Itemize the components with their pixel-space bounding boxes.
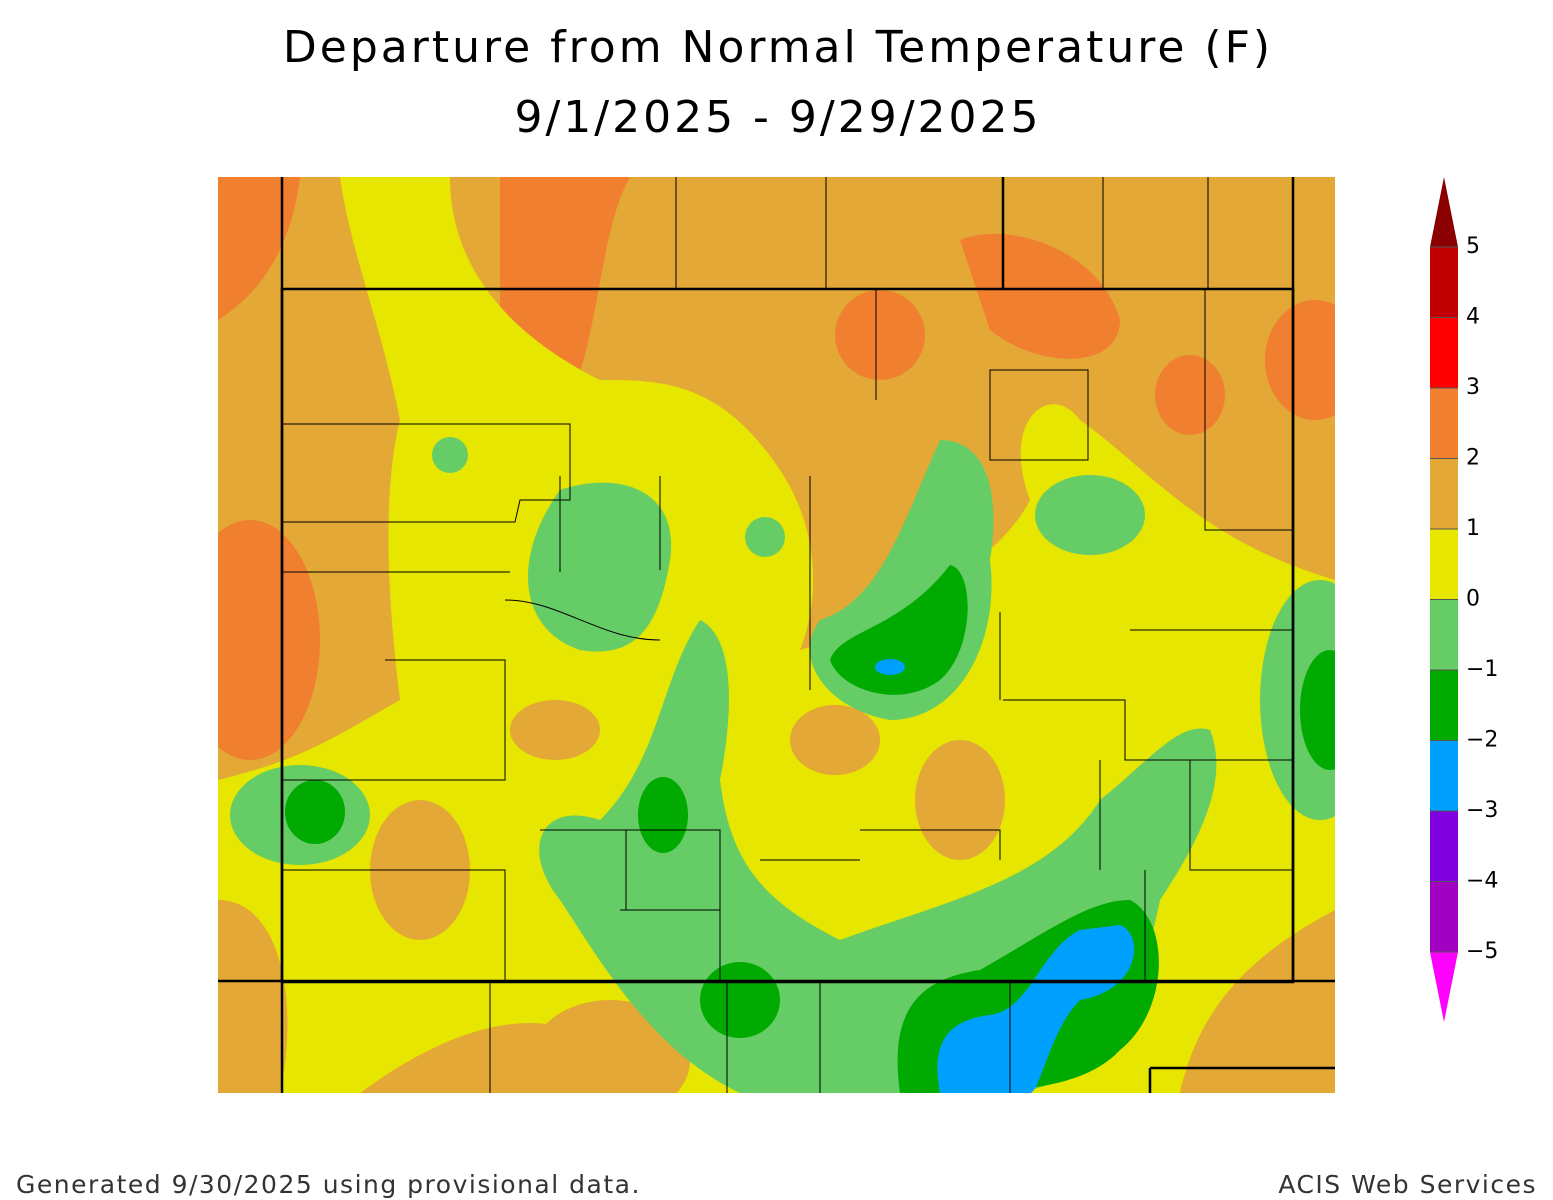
legend-swatch xyxy=(1430,740,1458,811)
legend-label: 0 xyxy=(1466,587,1480,612)
legend-swatch xyxy=(1430,670,1458,741)
legend-label: 1 xyxy=(1466,516,1480,541)
legend-swatch xyxy=(1430,458,1458,529)
legend-label: 3 xyxy=(1466,375,1480,400)
legend-label: −4 xyxy=(1466,869,1498,894)
legend-swatch xyxy=(1430,177,1458,247)
legend-swatch xyxy=(1430,599,1458,670)
legend-swatch xyxy=(1430,388,1458,459)
legend-label: 2 xyxy=(1466,446,1480,471)
footer-left: Generated 9/30/2025 using provisional da… xyxy=(16,1170,641,1199)
legend-label: −3 xyxy=(1466,798,1498,823)
map xyxy=(218,177,1335,1093)
legend-label: 5 xyxy=(1466,234,1480,259)
legend: 5 4 3 2 1 0 −1 −2 −3 −4 −5 xyxy=(1430,177,1498,1022)
legend-swatch xyxy=(1430,952,1458,1022)
legend-swatch xyxy=(1430,811,1458,882)
footer-right: ACIS Web Services xyxy=(1278,1170,1537,1199)
legend-swatch xyxy=(1430,881,1458,952)
legend-swatch xyxy=(1430,529,1458,600)
legend-label: −5 xyxy=(1466,939,1498,964)
title: Departure from Normal Temperature (F) xyxy=(283,22,1273,73)
subtitle: 9/1/2025 - 9/29/2025 xyxy=(514,92,1041,143)
legend-label: −2 xyxy=(1466,728,1498,753)
legend-swatch xyxy=(1430,247,1458,318)
legend-label: 4 xyxy=(1466,305,1480,330)
legend-label: −1 xyxy=(1466,657,1498,682)
legend-swatch xyxy=(1430,317,1458,388)
